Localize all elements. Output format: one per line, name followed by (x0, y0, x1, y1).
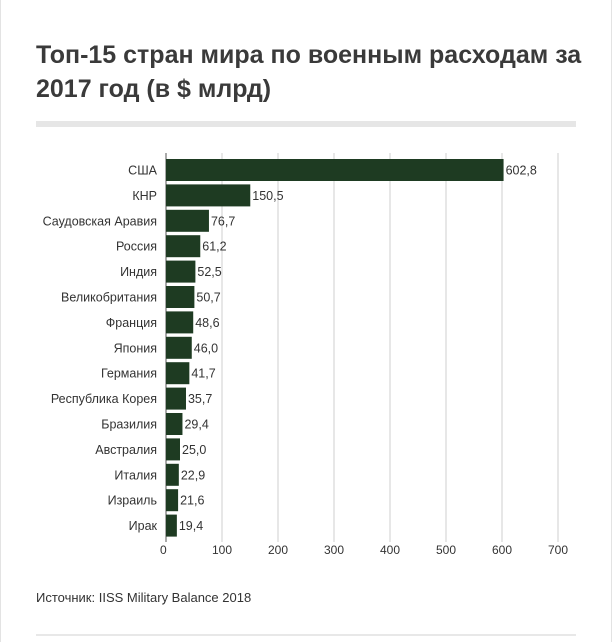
bars (166, 159, 504, 537)
value-label: 46,0 (194, 341, 218, 355)
value-label: 29,4 (184, 418, 208, 432)
value-labels: 602,8 150,5 76,7 61,2 52,5 50,7 48,6 46,0 41,7 35… (179, 164, 537, 534)
category-label: Франция (106, 316, 157, 330)
chart-title: Топ-15 стран мира по военным расходам за… (36, 41, 582, 103)
category-label: Италия (114, 468, 157, 482)
category-label: Великобритания (61, 291, 157, 305)
value-label: 61,2 (202, 240, 226, 254)
bar (166, 489, 179, 512)
category-label: Израиль (108, 494, 157, 508)
x-tick-label: 0 (160, 543, 167, 557)
x-tick-label: 100 (212, 543, 232, 557)
category-label: Австралия (95, 443, 157, 457)
bottom-divider (36, 634, 576, 636)
bar (166, 159, 504, 181)
bar (166, 362, 190, 385)
x-tick-label: 700 (548, 543, 568, 557)
value-label: 21,6 (180, 494, 204, 508)
bar (166, 184, 251, 207)
category-label: Республика Корея (51, 392, 157, 406)
value-label: 41,7 (191, 367, 215, 381)
value-label: 602,8 (506, 164, 537, 178)
category-label: Россия (116, 240, 157, 254)
category-label: Саудовская Аравия (43, 214, 157, 228)
bar (166, 514, 177, 537)
category-label: Германия (101, 367, 157, 381)
category-label: Индия (120, 265, 157, 279)
title-divider (36, 121, 576, 127)
bar (166, 387, 186, 410)
bar (166, 336, 192, 359)
source-note: Источник: IISS Military Balance 2018 (36, 590, 252, 605)
category-label: КНР (132, 189, 157, 203)
bar-chart: США КНР Саудовская Аравия Россия Индия Велико… (43, 153, 568, 557)
category-label: США (128, 164, 157, 178)
x-tick-label: 600 (492, 543, 512, 557)
bar (166, 438, 180, 461)
x-tick-label: 500 (436, 543, 456, 557)
value-label: 76,7 (211, 214, 235, 228)
value-label: 19,4 (179, 519, 203, 533)
category-labels: США КНР Саудовская Аравия Россия Индия Велико… (43, 164, 158, 534)
x-tick-label: 200 (268, 543, 288, 557)
value-label: 48,6 (195, 316, 219, 330)
x-tick-label: 400 (380, 543, 400, 557)
bar (166, 260, 196, 283)
x-tick-label: 300 (324, 543, 344, 557)
value-label: 35,7 (188, 392, 212, 406)
value-label: 25,0 (182, 443, 206, 457)
value-label: 150,5 (252, 189, 283, 203)
bar (166, 209, 209, 232)
bar (166, 413, 183, 435)
bar (166, 235, 201, 258)
bar (166, 286, 195, 308)
x-tick-labels: 0 100 200 300 400 500 600 700 (160, 543, 568, 557)
category-label: Япония (114, 341, 157, 355)
bar (166, 311, 194, 334)
value-label: 52,5 (197, 265, 221, 279)
grid-lines (165, 153, 559, 542)
card-left-border (0, 0, 1, 642)
bar (166, 463, 179, 486)
category-label: Бразилия (101, 418, 157, 432)
category-label: Ирак (129, 519, 158, 533)
value-label: 50,7 (196, 291, 220, 305)
value-label: 22,9 (181, 468, 205, 482)
